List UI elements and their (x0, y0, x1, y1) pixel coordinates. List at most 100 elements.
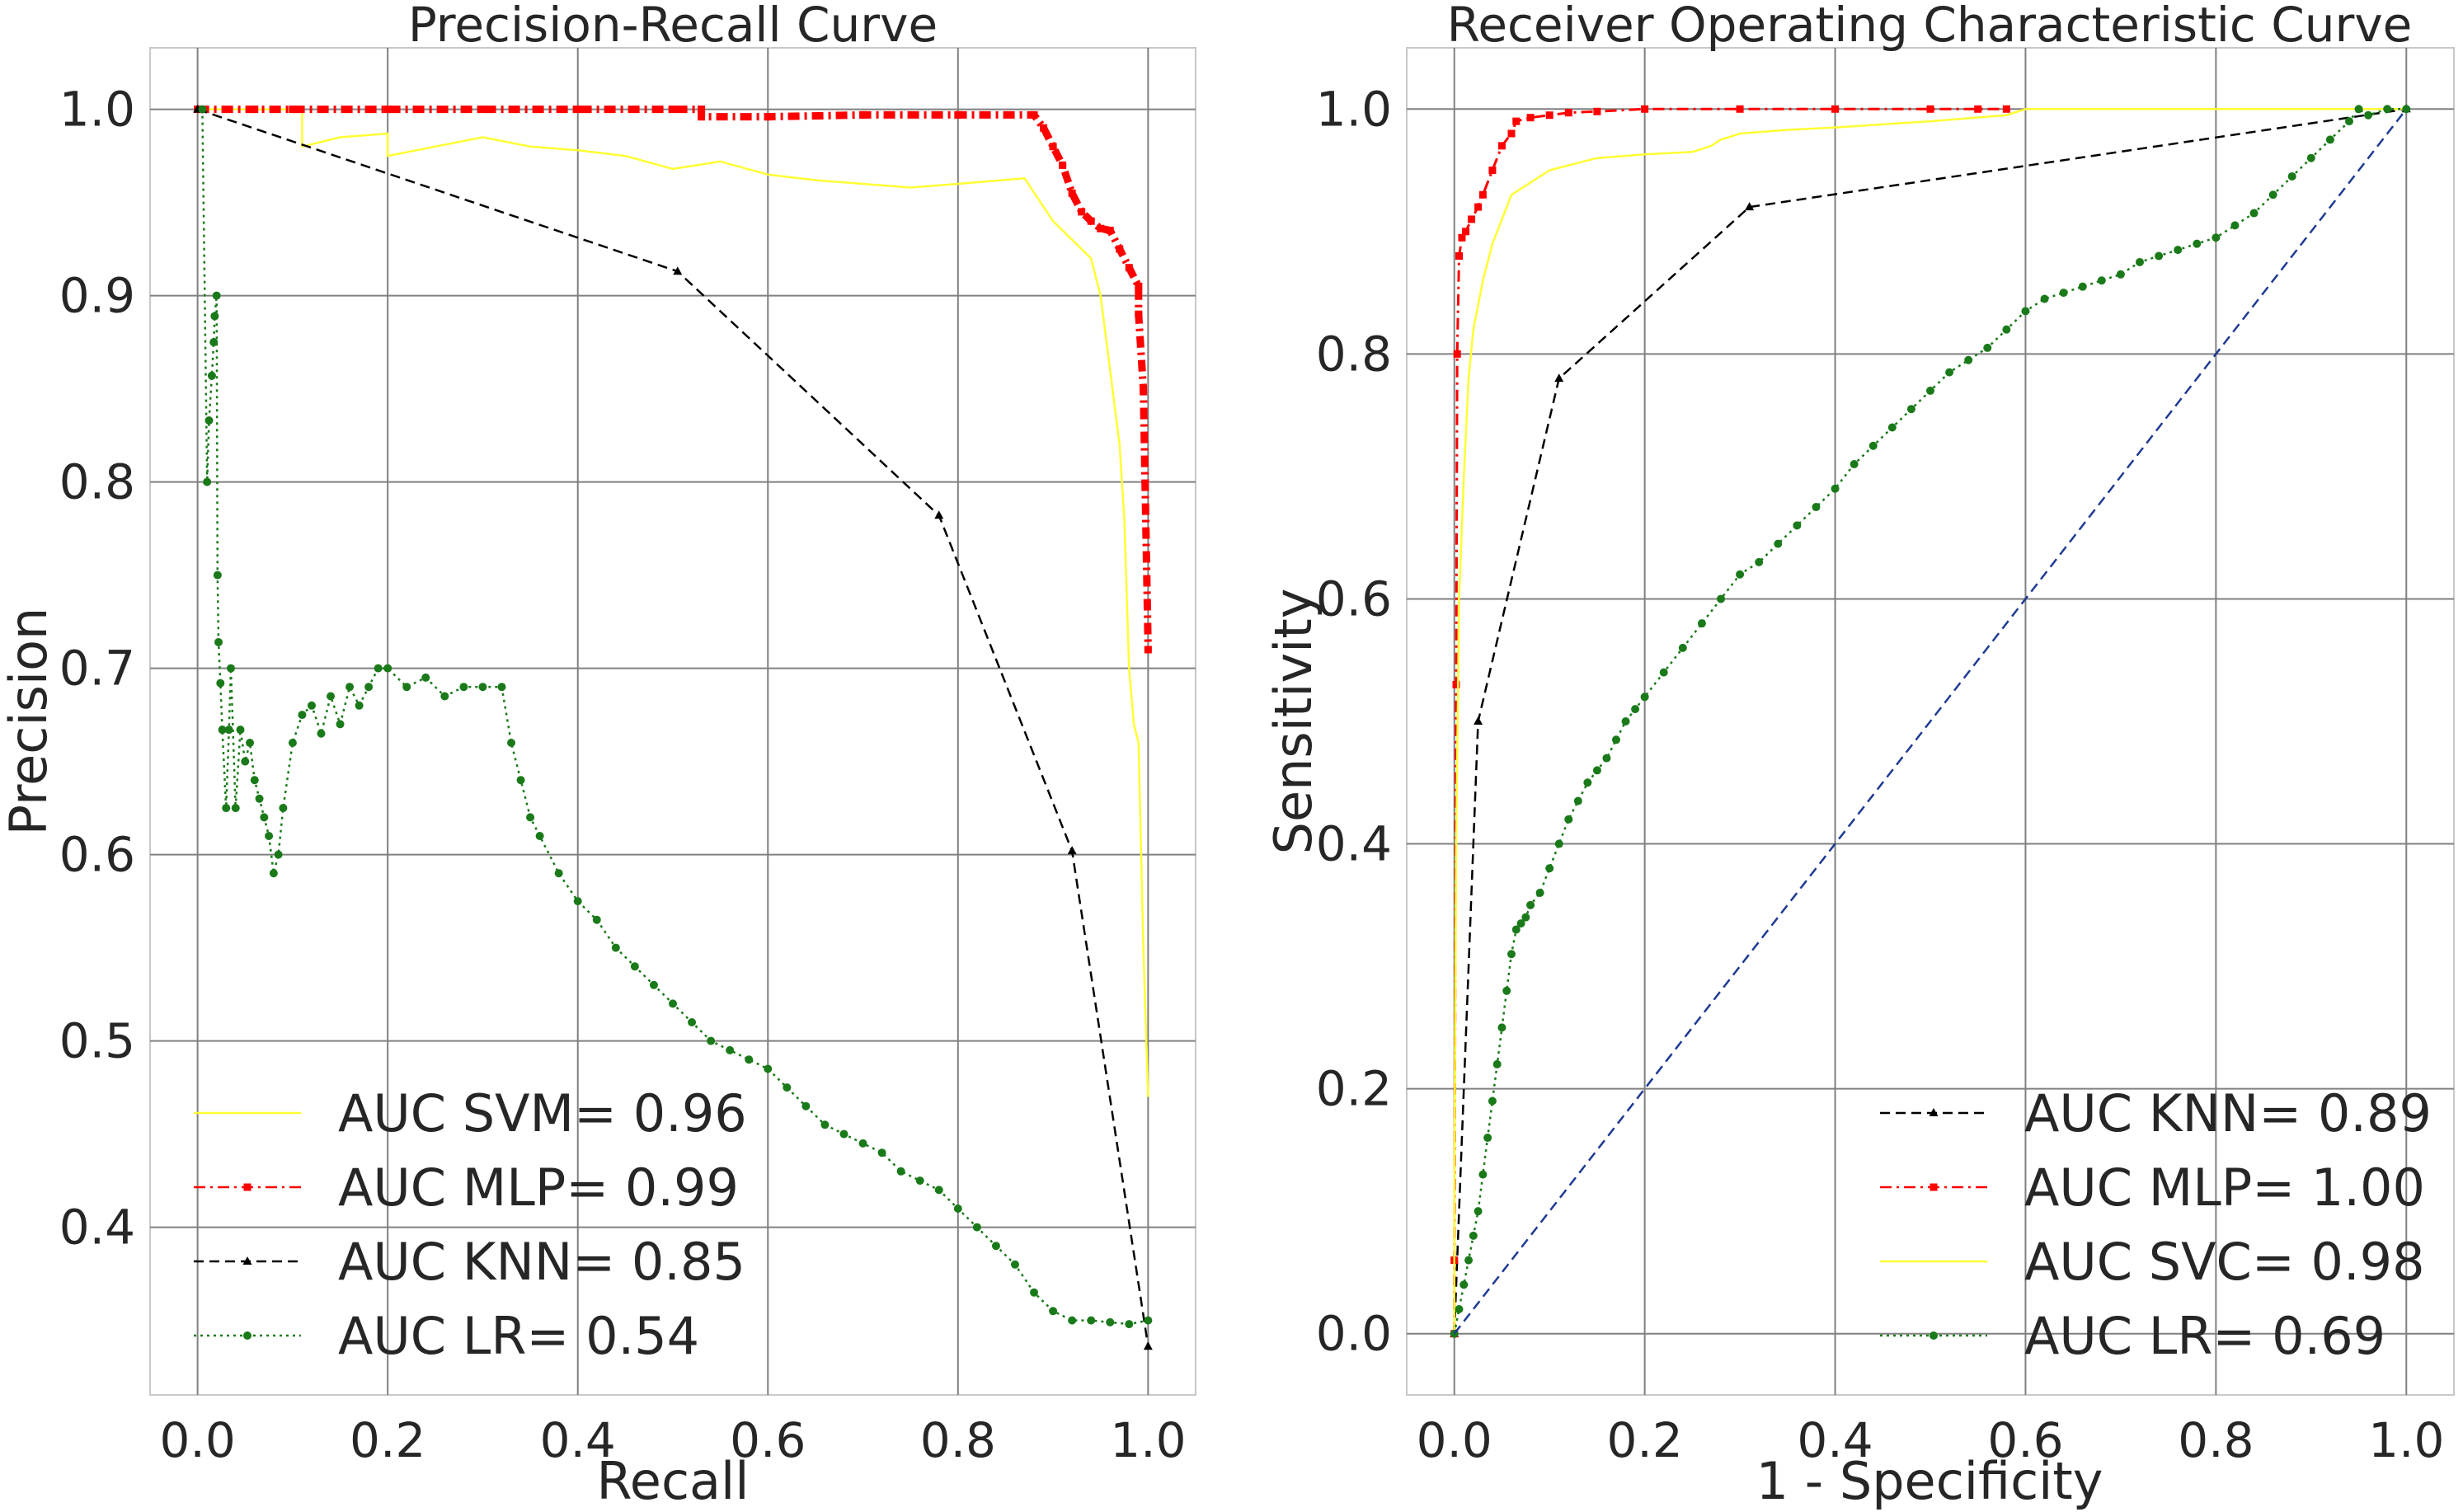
data-point (1497, 142, 1506, 150)
legend-label: AUC LR= 0.54 (338, 1306, 699, 1366)
data-point (1097, 224, 1105, 232)
legend-item: AUC LR= 0.69 (1880, 1306, 2385, 1366)
data-point (1906, 405, 1915, 414)
data-point (1143, 1341, 1153, 1350)
data-point (934, 510, 944, 519)
data-point (2002, 105, 2010, 113)
y-tick-label: 0.8 (1316, 326, 1392, 382)
data-point (307, 701, 316, 710)
y-tick-label: 1.0 (1316, 81, 1392, 137)
data-point (2174, 246, 2183, 255)
x-tick-label: 1.0 (1110, 1412, 1186, 1468)
series-layer (193, 104, 1153, 1350)
data-point (2268, 190, 2277, 200)
data-point (1459, 1280, 1469, 1289)
tick-labels: 0.0 0.2 0.4 0.6 0.8 1.0 0.4 0.5 0.6 0.7 0.8 0.9 1.0 (59, 82, 1187, 1468)
x-tick-label: 0.4 (1797, 1412, 1873, 1468)
data-point (1497, 1023, 1506, 1032)
data-point (1468, 215, 1476, 223)
y-tick-label: 0.6 (1316, 571, 1392, 627)
data-point (1116, 245, 1124, 253)
data-point (2002, 325, 2011, 334)
data-point (1474, 203, 1483, 211)
data-point (1010, 1260, 1019, 1269)
data-point (269, 869, 278, 878)
legend-label: AUC MLP= 1.00 (2024, 1157, 2425, 1218)
x-tick-label: 0.8 (2178, 1412, 2254, 1468)
data-point (1140, 385, 1148, 393)
data-point (1545, 111, 1553, 120)
grid-lines (1407, 48, 2454, 1395)
plot-area-frame (1406, 47, 2455, 1396)
data-point (2212, 233, 2221, 242)
data-point (839, 1129, 848, 1139)
data-point (213, 571, 222, 580)
data-point (1831, 484, 1840, 493)
data-point (246, 738, 255, 747)
data-point (478, 106, 486, 114)
data-point (516, 776, 525, 785)
legend: AUC SVM= 0.96 AUC MLP= 0.99 AUC KNN= 0.85 A… (194, 1083, 747, 1366)
data-point (1554, 839, 1563, 848)
data-point (402, 683, 411, 692)
legend-item: AUC SVM= 0.96 (194, 1083, 747, 1143)
data-point (764, 113, 772, 121)
data-point (1488, 167, 1497, 175)
data-point (1464, 1256, 1474, 1265)
y-tick-label: 0.9 (59, 268, 135, 324)
data-point (231, 804, 240, 813)
x-tick-label: 0.8 (920, 1412, 996, 1468)
data-point (1507, 950, 1516, 959)
data-point (1631, 705, 1640, 714)
data-point (383, 664, 392, 673)
data-point (1850, 460, 1859, 469)
data-point (592, 915, 601, 924)
data-point (1678, 643, 1687, 652)
data-point (1478, 1170, 1488, 1179)
data-point (2402, 105, 2411, 114)
data-point (355, 701, 364, 710)
data-point (421, 673, 430, 682)
series-line (197, 108, 1149, 1097)
data-point (1106, 226, 1114, 234)
data-point (1483, 1134, 1492, 1143)
data-point (820, 1120, 830, 1129)
y-tick-label: 0.4 (1316, 816, 1392, 872)
data-point (972, 1223, 981, 1232)
data-point (783, 1083, 792, 1092)
data-point (953, 1204, 962, 1213)
data-point (1964, 355, 1973, 364)
data-point (1926, 105, 1934, 113)
data-point (2230, 221, 2240, 230)
data-point (1125, 264, 1133, 272)
data-point (1526, 900, 1535, 909)
data-point (1521, 913, 1530, 922)
data-point (698, 113, 706, 121)
x-tick-label: 0.0 (160, 1412, 236, 1468)
y-axis-title: Sensitivity (1263, 589, 1323, 855)
data-point (198, 105, 207, 114)
series-auc-svm-0-96 (197, 108, 1149, 1097)
data-point (673, 266, 683, 275)
y-axis-title: Precision (0, 608, 59, 836)
data-point (317, 729, 326, 738)
x-axis-title: 1 - Specificity (1756, 1451, 2103, 1511)
legend-label: AUC KNN= 0.85 (338, 1232, 745, 1292)
y-tick-label: 0.6 (59, 827, 135, 883)
data-point (1106, 1317, 1115, 1327)
legend-item: AUC LR= 0.54 (194, 1306, 699, 1366)
x-tick-label: 0.6 (1987, 1412, 2063, 1468)
data-point (1621, 717, 1630, 725)
legend-marker (242, 1256, 252, 1265)
x-tick-label: 0.6 (730, 1412, 806, 1468)
data-point (1135, 282, 1143, 290)
data-point (1049, 143, 1057, 151)
data-point (2306, 153, 2315, 162)
data-point (1059, 161, 1067, 169)
y-tick-label: 0.2 (1316, 1061, 1392, 1117)
data-point (877, 1148, 886, 1157)
data-point (1545, 864, 1554, 873)
data-point (1887, 423, 1897, 432)
data-point (630, 962, 639, 971)
data-point (265, 831, 274, 840)
